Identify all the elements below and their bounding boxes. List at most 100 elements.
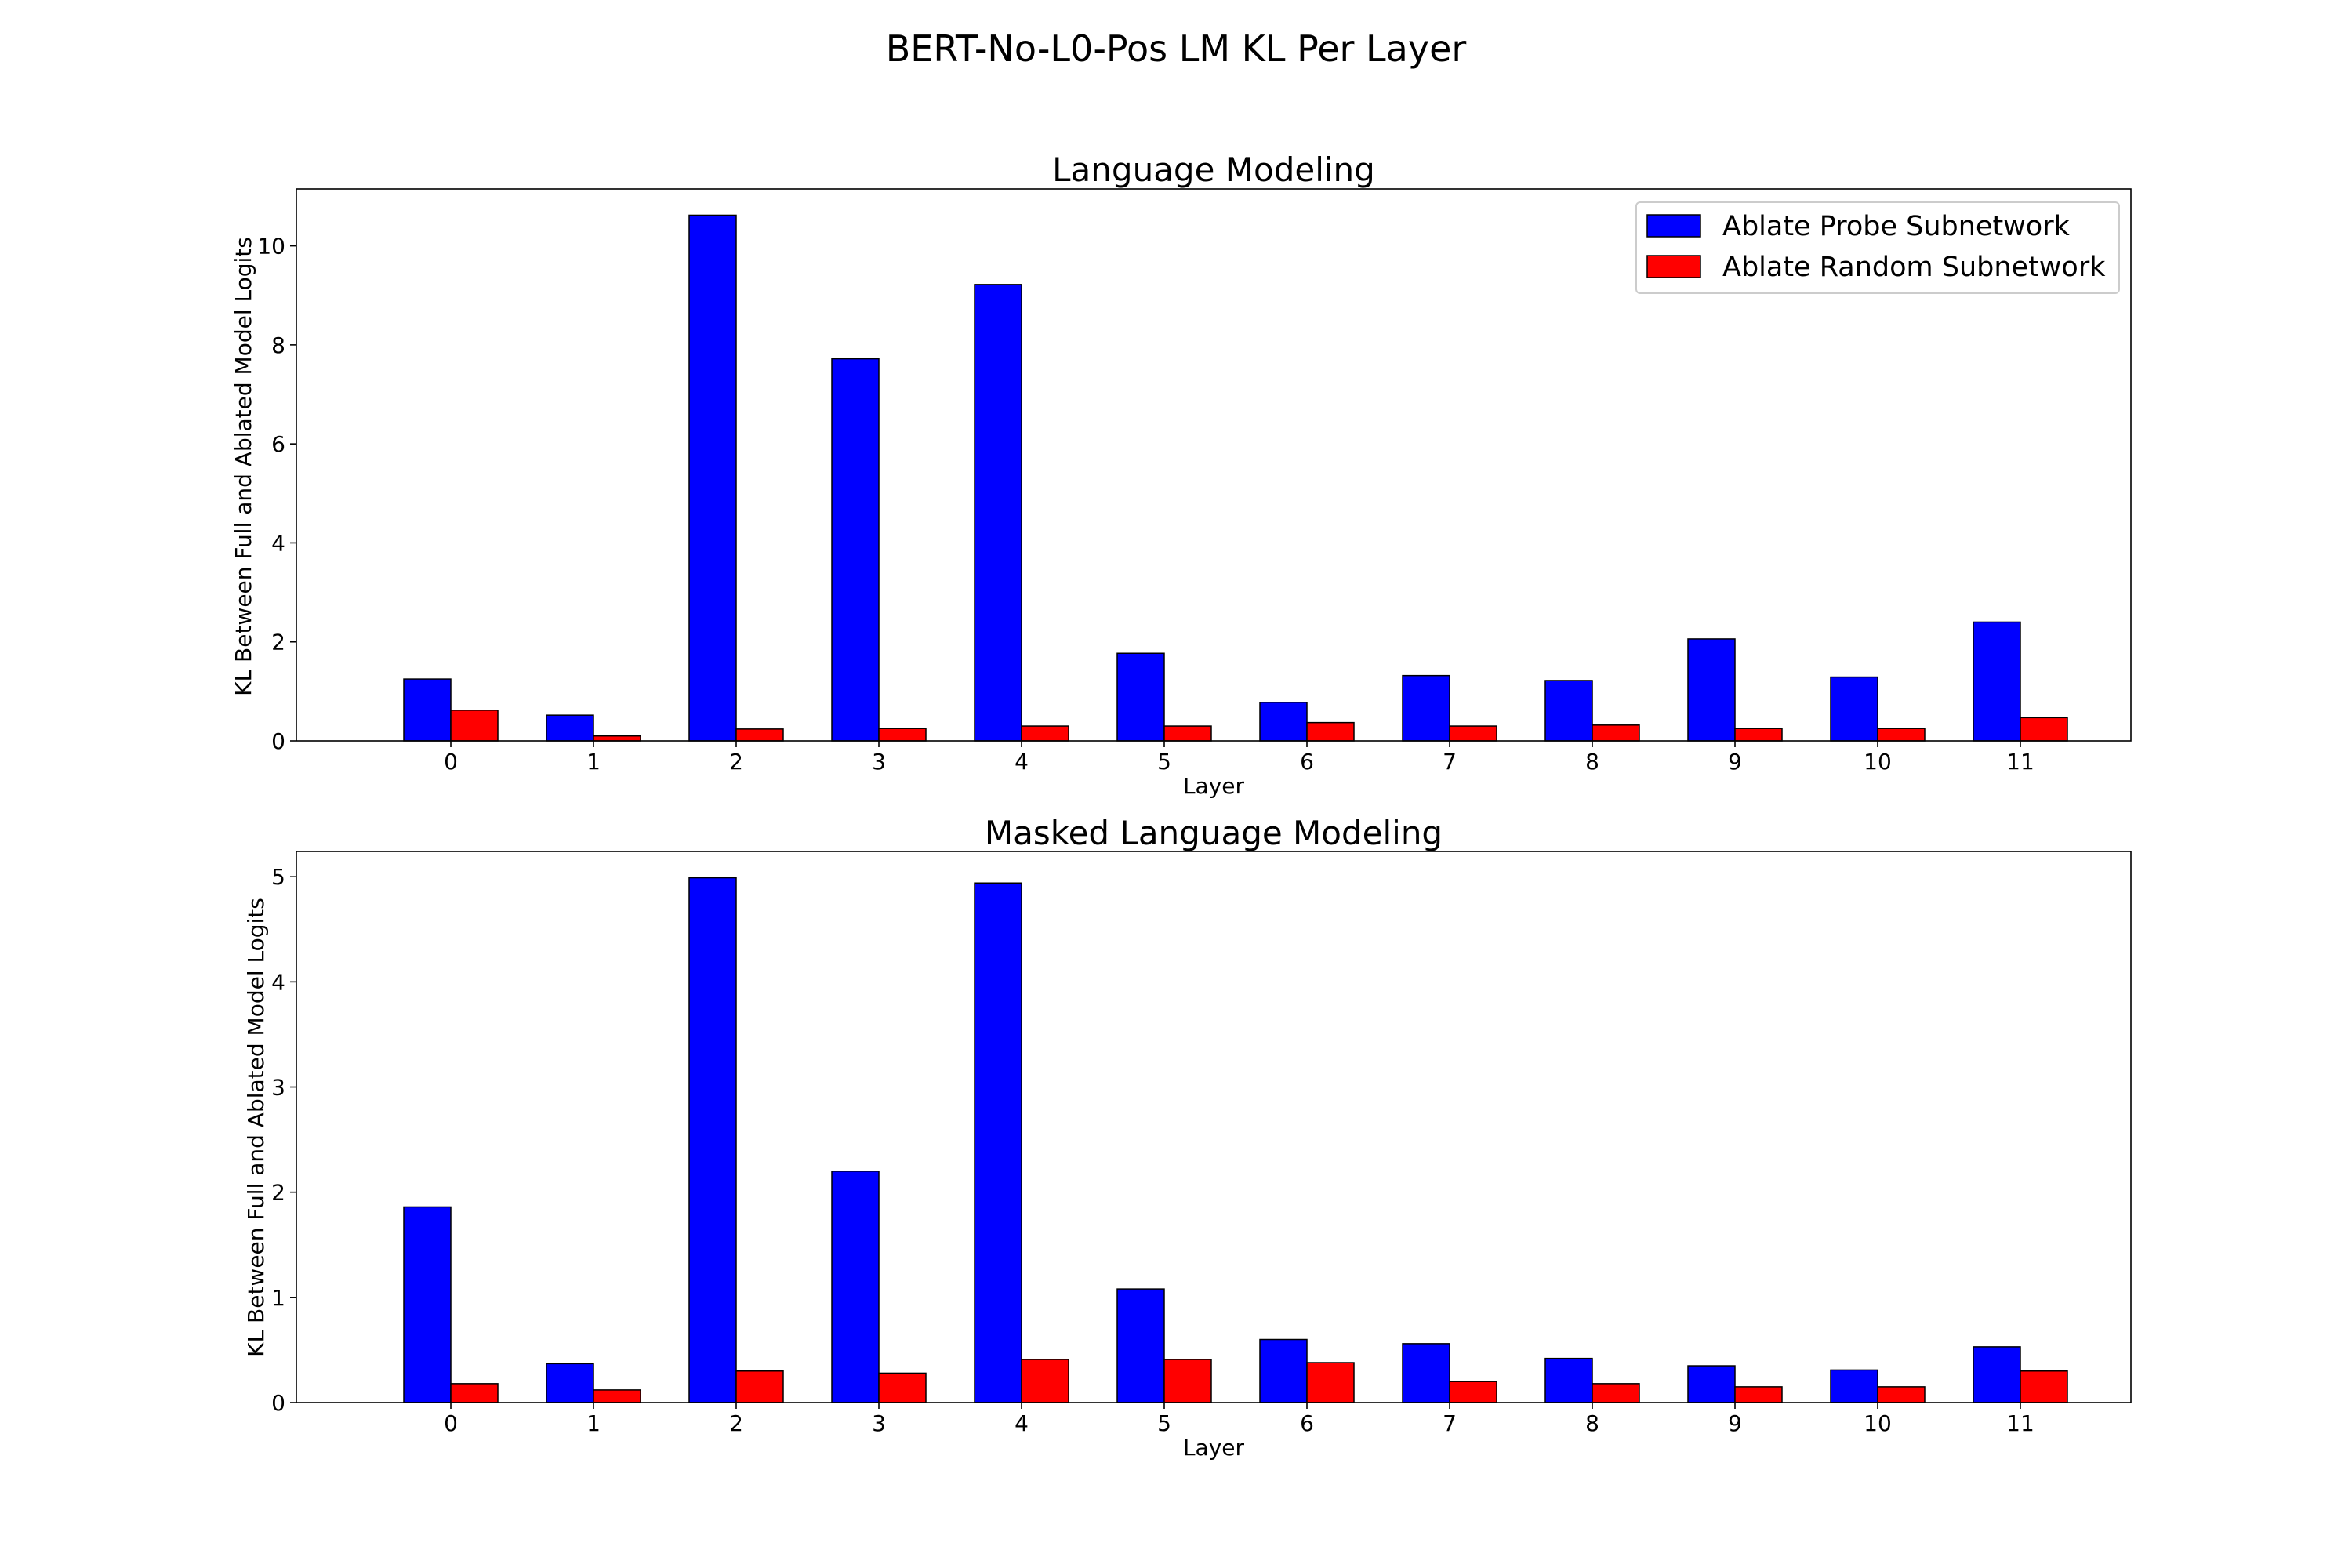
masked-language-modeling-ytick-label-0: 0: [271, 1390, 285, 1416]
masked-language-modeling-xtick-label-0: 0: [444, 1410, 458, 1436]
language-modeling-ylabel: KL Between Full and Ablated Model Logits: [230, 237, 256, 696]
language-modeling-bar-random-layer-9: [1734, 728, 1783, 742]
language-modeling-xtick-label-8: 8: [1585, 749, 1599, 775]
masked-language-modeling-xtick-label-4: 4: [1014, 1410, 1029, 1436]
masked-language-modeling-marks: [403, 877, 2068, 1403]
language-modeling-xtick-label-2: 2: [729, 749, 743, 775]
language-modeling-bar-random-layer-7: [1449, 725, 1497, 742]
language-modeling-bar-probe-layer-6: [1259, 702, 1308, 742]
language-modeling-xtick-label-5: 5: [1157, 749, 1171, 775]
language-modeling-bar-probe-layer-9: [1687, 638, 1736, 742]
masked-language-modeling-bar-random-layer-9: [1734, 1386, 1783, 1403]
language-modeling-bar-probe-layer-4: [974, 284, 1022, 742]
masked-language-modeling-ytick-label-2: 2: [271, 1180, 285, 1206]
language-modeling-xtick-label-7: 7: [1443, 749, 1457, 775]
language-modeling-xtick-label-1: 1: [586, 749, 601, 775]
language-modeling-xtick-label-0: 0: [444, 749, 458, 775]
language-modeling-bar-probe-layer-8: [1544, 680, 1593, 742]
language-modeling-bar-random-layer-1: [593, 735, 641, 742]
masked-language-modeling-title: Masked Language Modeling: [985, 814, 1443, 852]
masked-language-modeling-bar-random-layer-5: [1163, 1359, 1212, 1403]
masked-language-modeling-ytick-label-1: 1: [271, 1285, 285, 1311]
language-modeling-bar-probe-layer-0: [403, 678, 452, 742]
masked-language-modeling-frame: [296, 851, 2132, 1403]
masked-language-modeling-bar-random-layer-11: [2020, 1370, 2068, 1403]
language-modeling-bar-probe-layer-11: [1973, 621, 2021, 742]
masked-language-modeling-bar-probe-layer-1: [546, 1363, 594, 1403]
masked-language-modeling-xtick-label-2: 2: [729, 1410, 743, 1436]
masked-language-modeling-bar-probe-layer-4: [974, 882, 1022, 1403]
masked-language-modeling-bar-probe-layer-9: [1687, 1365, 1736, 1403]
masked-language-modeling-xtick-label-5: 5: [1157, 1410, 1171, 1436]
language-modeling-title: Language Modeling: [1052, 151, 1375, 189]
language-modeling-bar-random-layer-3: [878, 728, 927, 742]
language-modeling-ytick-label-10: 10: [257, 234, 285, 260]
legend: Ablate Probe Subnetwork Ablate Random Su…: [1635, 201, 2120, 294]
language-modeling-xtick-label-11: 11: [2006, 749, 2034, 775]
masked-language-modeling-bar-probe-layer-0: [403, 1206, 452, 1403]
masked-language-modeling-bar-probe-layer-8: [1544, 1357, 1593, 1403]
masked-language-modeling-bar-random-layer-4: [1021, 1359, 1069, 1403]
masked-language-modeling-bar-probe-layer-2: [688, 877, 737, 1403]
language-modeling-bar-random-layer-4: [1021, 725, 1069, 742]
language-modeling-ytick-label-0: 0: [271, 728, 285, 754]
language-modeling-xtick-label-6: 6: [1300, 749, 1314, 775]
language-modeling-bar-random-layer-0: [450, 710, 499, 742]
masked-language-modeling-bar-random-layer-10: [1877, 1386, 1926, 1403]
masked-language-modeling-xtick-label-7: 7: [1443, 1410, 1457, 1436]
language-modeling-ytick-label-8: 8: [271, 332, 285, 358]
language-modeling-xtick-label-4: 4: [1014, 749, 1029, 775]
masked-language-modeling-xtick-label-6: 6: [1300, 1410, 1314, 1436]
masked-language-modeling-bar-probe-layer-7: [1402, 1343, 1450, 1403]
language-modeling-bar-random-layer-10: [1877, 728, 1926, 742]
masked-language-modeling-ytick-label-3: 3: [271, 1075, 285, 1101]
masked-language-modeling-ticks: 0 1 2 3 4 5 6 7 8 9 10 11 0 1 2 3 4 5: [271, 864, 2034, 1436]
masked-language-modeling-bar-random-layer-7: [1449, 1381, 1497, 1403]
legend-label-probe: Ablate Probe Subnetwork: [1722, 211, 2071, 242]
language-modeling-bar-probe-layer-7: [1402, 674, 1450, 742]
language-modeling-xtick-label-3: 3: [872, 749, 886, 775]
legend-box: [1635, 201, 2120, 294]
masked-language-modeling-bar-random-layer-1: [593, 1389, 641, 1403]
language-modeling-bar-probe-layer-3: [831, 358, 880, 742]
language-modeling-subplot: Language Modeling Layer KL Between Full …: [230, 151, 2132, 799]
masked-language-modeling-xtick-label-9: 9: [1728, 1410, 1742, 1436]
masked-language-modeling-ylabel: KL Between Full and Ablated Model Logits: [243, 898, 269, 1357]
masked-language-modeling-xtick-label-11: 11: [2006, 1410, 2034, 1436]
language-modeling-bar-probe-layer-1: [546, 714, 594, 742]
masked-language-modeling-bar-random-layer-8: [1592, 1383, 1640, 1403]
language-modeling-ytick-label-6: 6: [271, 431, 285, 457]
language-modeling-bar-random-layer-8: [1592, 724, 1640, 742]
masked-language-modeling-bar-random-layer-0: [450, 1383, 499, 1403]
language-modeling-bar-random-layer-6: [1306, 721, 1355, 742]
legend-swatch-random: [1646, 255, 1701, 278]
masked-language-modeling-xtick-label-1: 1: [586, 1410, 601, 1436]
masked-language-modeling-bar-probe-layer-11: [1973, 1346, 2021, 1403]
masked-language-modeling-ytick-label-4: 4: [271, 969, 285, 995]
language-modeling-xlabel: Layer: [1183, 773, 1245, 799]
language-modeling-bar-probe-layer-5: [1116, 652, 1165, 742]
masked-language-modeling-bar-probe-layer-10: [1830, 1369, 1878, 1403]
masked-language-modeling-xtick-label-3: 3: [872, 1410, 886, 1436]
language-modeling-ticks: 0 1 2 3 4 5 6 7 8 9 10 11 0 2 4 6 8 10: [257, 234, 2034, 775]
language-modeling-marks: [403, 214, 2068, 742]
language-modeling-ytick-label-2: 2: [271, 630, 285, 655]
legend-label-random: Ablate Random Subnetwork: [1722, 252, 2106, 283]
masked-language-modeling-bar-random-layer-3: [878, 1372, 927, 1403]
language-modeling-xtick-label-10: 10: [1864, 749, 1892, 775]
figure-suptitle: BERT-No-L0-Pos LM KL Per Layer: [886, 27, 1467, 70]
language-modeling-bar-random-layer-2: [735, 728, 784, 742]
masked-language-modeling-xlabel: Layer: [1183, 1435, 1245, 1461]
masked-language-modeling-bar-probe-layer-6: [1259, 1338, 1308, 1403]
masked-language-modeling-bar-random-layer-2: [735, 1370, 784, 1403]
language-modeling-bar-random-layer-11: [2020, 717, 2068, 742]
language-modeling-xtick-label-9: 9: [1728, 749, 1742, 775]
masked-language-modeling-bar-random-layer-6: [1306, 1362, 1355, 1403]
masked-language-modeling-xtick-label-10: 10: [1864, 1410, 1892, 1436]
masked-language-modeling-bar-probe-layer-5: [1116, 1288, 1165, 1403]
language-modeling-bar-random-layer-5: [1163, 725, 1212, 742]
language-modeling-ytick-label-4: 4: [271, 530, 285, 556]
masked-language-modeling-bar-probe-layer-3: [831, 1171, 880, 1403]
masked-language-modeling-ytick-label-5: 5: [271, 864, 285, 890]
